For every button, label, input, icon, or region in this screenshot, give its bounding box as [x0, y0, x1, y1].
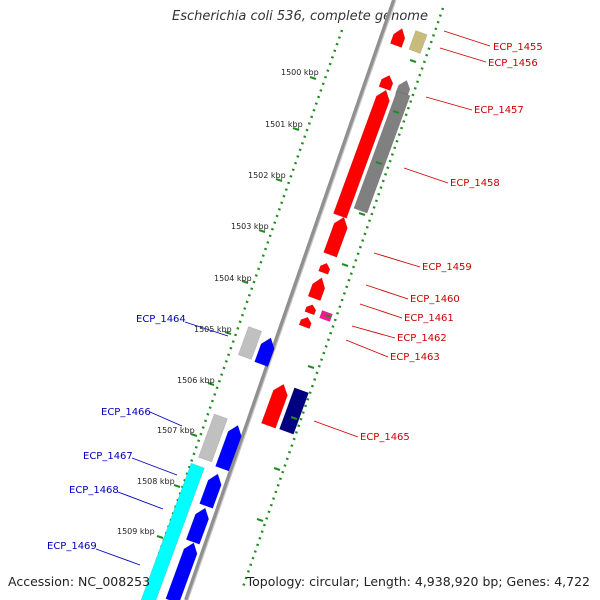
gene-ecp-1465-red[interactable] [261, 383, 288, 429]
gene-ecp-1460a[interactable] [318, 262, 331, 275]
backbone-highlight [187, 0, 397, 600]
gene-ecp-1459[interactable] [323, 216, 348, 258]
tick-label-1505: 1505 kbp [194, 325, 232, 334]
gene-label-ecp-1465[interactable]: ECP_1465 [360, 432, 410, 443]
tick-label-1508: 1508 kbp [137, 477, 175, 486]
tick-marks [156, 59, 417, 539]
leader-line-5 [365, 284, 409, 300]
tick-mark-inner-0 [309, 76, 317, 80]
gene-ecp-1463[interactable] [298, 316, 312, 329]
tick-mark-inner-2 [275, 178, 283, 182]
leader-line-1 [439, 47, 487, 63]
gene-ecp-1468-blue[interactable] [199, 473, 222, 509]
tick-label-1501: 1501 kbp [265, 120, 303, 129]
tick-mark-outer-8 [273, 467, 281, 471]
accession-text: Accession: NC_008253 [8, 574, 151, 589]
leader-line-0 [443, 30, 491, 47]
leader-line-8 [345, 339, 389, 358]
leader-line-13 [117, 491, 164, 510]
leader-line-12 [131, 457, 178, 476]
leader-line-9 [313, 420, 359, 438]
gene-cyan-long[interactable] [140, 462, 205, 600]
tick-mark-outer-4 [341, 263, 349, 267]
tick-mark-inner-5 [224, 331, 232, 335]
tick-mark-outer-0 [409, 59, 417, 63]
tick-mark-inner-4 [241, 280, 249, 284]
tick-mark-inner-1 [292, 127, 300, 131]
gene-labels-right: ECP_1455 ECP_1456 ECP_1457 ECP_1458 ECP_… [360, 42, 543, 443]
tick-label-1506: 1506 kbp [177, 376, 215, 385]
tick-mark-inner-8 [173, 484, 181, 488]
tick-mark-inner-3 [258, 229, 266, 233]
tick-mark-outer-9 [256, 518, 264, 522]
gene-label-ecp-1468[interactable]: ECP_1468 [69, 485, 119, 496]
tick-label-1507: 1507 kbp [157, 426, 195, 435]
topology-text: Topology: circular; Length: 4,938,920 bp… [246, 574, 590, 589]
leader-line-2 [425, 96, 473, 111]
tick-mark-inner-7 [190, 433, 198, 437]
gene-label-ecp-1462[interactable]: ECP_1462 [397, 333, 447, 344]
gene-ecp-1457a[interactable] [378, 74, 394, 91]
tick-label-1503: 1503 kbp [231, 222, 269, 231]
tick-label-1509: 1509 kbp [117, 527, 155, 536]
gene-label-ecp-1456[interactable]: ECP_1456 [488, 58, 538, 69]
tick-mark-outer-7 [290, 416, 298, 420]
gene-label-ecp-1459[interactable]: ECP_1459 [422, 262, 472, 273]
gene-label-ecp-1458[interactable]: ECP_1458 [450, 178, 500, 189]
leader-line-3 [403, 167, 449, 184]
tick-labels: 1500 kbp 1501 kbp 1502 kbp 1503 kbp 1504… [117, 68, 319, 536]
inner-dotted-ring [141, 29, 344, 600]
leader-line-10 [184, 321, 229, 337]
leader-line-6 [359, 303, 403, 319]
gene-label-ecp-1461[interactable]: ECP_1461 [404, 313, 454, 324]
leader-line-7 [351, 325, 396, 339]
map-title: Escherichia coli 536, complete genome [172, 9, 428, 24]
gene-ecp-1466-grey[interactable] [198, 413, 228, 463]
gene-ecp-1455[interactable] [389, 28, 406, 48]
tick-mark-inner-9 [156, 535, 164, 539]
leader-line-11 [149, 411, 183, 427]
gene-labels-left: ECP_1464 ECP_1466 ECP_1467 ECP_1468 ECP_… [47, 314, 186, 552]
gene-label-ecp-1469[interactable]: ECP_1469 [47, 541, 97, 552]
gene-label-ecp-1457[interactable]: ECP_1457 [474, 105, 524, 116]
gene-label-ecp-1467[interactable]: ECP_1467 [83, 451, 133, 462]
gene-ecp-1461[interactable] [304, 304, 317, 316]
gene-ecp-1464-blue[interactable] [254, 337, 275, 367]
gene-ecp-1470-blue[interactable] [165, 542, 198, 600]
tick-mark-inner-6 [207, 382, 215, 386]
tick-label-1504: 1504 kbp [214, 274, 252, 283]
gene-label-ecp-1463[interactable]: ECP_1463 [390, 352, 440, 363]
gene-ecp-1458-red[interactable] [333, 89, 390, 219]
gene-label-ecp-1464[interactable]: ECP_1464 [136, 314, 186, 325]
tick-mark-outer-6 [307, 365, 315, 369]
gene-features [140, 28, 428, 600]
gene-ecp-1458-grey[interactable] [353, 90, 411, 214]
tick-mark-outer-3 [358, 212, 366, 216]
gene-ecp-1469-blue[interactable] [185, 507, 210, 545]
tick-mark-outer-5 [324, 314, 332, 318]
leader-line-4 [373, 252, 421, 268]
gene-ecp-1464-grey[interactable] [237, 326, 263, 360]
gene-ecp-1465-navy[interactable] [279, 387, 309, 435]
gene-ecp-1456[interactable] [408, 30, 428, 54]
gene-ecp-1466-blue[interactable] [215, 424, 242, 472]
label-leaders [95, 30, 491, 566]
tick-mark-outer-2 [375, 161, 383, 165]
tick-label-1502: 1502 kbp [248, 171, 286, 180]
tick-mark-outer-1 [392, 110, 400, 114]
genome-backbone [184, 0, 396, 600]
gene-label-ecp-1460[interactable]: ECP_1460 [410, 294, 460, 305]
gene-label-ecp-1466[interactable]: ECP_1466 [101, 407, 151, 418]
leader-line-14 [95, 548, 141, 566]
gene-label-ecp-1455[interactable]: ECP_1455 [493, 42, 543, 53]
tick-label-1500: 1500 kbp [281, 68, 319, 77]
gene-ecp-1460b[interactable] [307, 277, 326, 301]
